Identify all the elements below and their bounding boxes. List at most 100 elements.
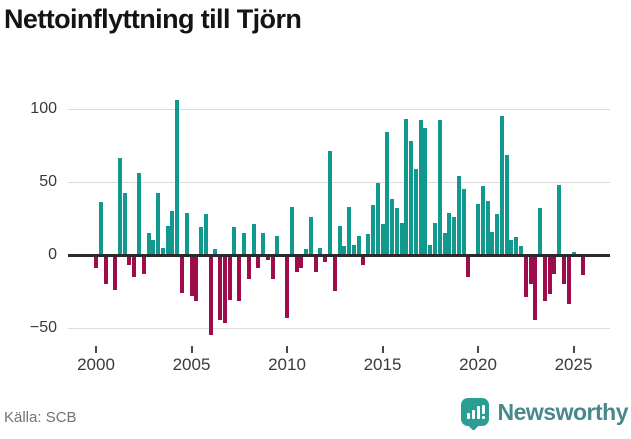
bar-2017-q4 <box>433 222 438 255</box>
bar-2007-q3 <box>237 256 242 302</box>
bar-2024-q1 <box>552 256 557 274</box>
bar-2022-q2 <box>518 246 523 255</box>
bar-2000-q3 <box>103 256 108 284</box>
bar-2015-q2 <box>385 131 390 255</box>
bar-2005-q2 <box>194 256 199 302</box>
bar-2019-q2 <box>461 189 466 255</box>
x-axis-tick-2010 <box>286 346 288 353</box>
bar-2002-q2 <box>136 172 141 255</box>
bar-2005-q4 <box>203 213 208 255</box>
bar-2001-q4 <box>127 256 132 265</box>
bar-2001-q2 <box>117 158 122 255</box>
badge-tail <box>466 418 480 431</box>
bar-2014-q3 <box>370 205 375 255</box>
bar-2011-q1 <box>304 249 309 255</box>
bar-2007-q2 <box>232 227 237 255</box>
bar-2024-q3 <box>561 256 566 284</box>
bar-2002-q3 <box>141 256 146 274</box>
bar-2016-q2 <box>404 118 409 255</box>
bar-2020-q3 <box>485 200 490 255</box>
y-axis-label-50: 50 <box>39 172 57 190</box>
bar-2014-q4 <box>375 183 380 255</box>
bar-2011-q3 <box>313 256 318 273</box>
bar-2013-q3 <box>351 244 356 255</box>
bar-2015-q3 <box>390 199 395 255</box>
bar-2017-q1 <box>418 120 423 255</box>
bar-2020-q2 <box>480 186 485 255</box>
bar-2000-q2 <box>98 202 103 255</box>
bar-2014-q2 <box>366 234 371 255</box>
bar-2018-q2 <box>442 233 447 255</box>
bar-2020-q4 <box>490 231 495 255</box>
bar-2020-q1 <box>476 203 480 255</box>
bar-2001-q3 <box>122 193 127 255</box>
newsworthy-logo: Newsworthy <box>460 398 629 431</box>
bar-2016-q1 <box>399 222 404 255</box>
x-axis-tick-2000 <box>95 346 97 353</box>
bar-2008-q2 <box>251 224 256 255</box>
bar-2010-q4 <box>299 256 304 268</box>
bar-2003-q4 <box>165 225 170 255</box>
bar-2023-q4 <box>547 256 552 295</box>
bar-2004-q3 <box>179 256 184 293</box>
bar-2007-q4 <box>242 233 247 255</box>
bar-2005-q1 <box>189 256 194 296</box>
bar-2012-q2 <box>327 150 332 255</box>
newsworthy-wordmark: Newsworthy <box>497 398 629 425</box>
bar-2009-q3 <box>275 235 280 255</box>
bar-2008-q3 <box>256 256 261 268</box>
bar-2021-q3 <box>504 155 509 255</box>
bar-2022-q3 <box>523 256 528 298</box>
bar-2023-q1 <box>533 256 538 321</box>
bar-2011-q2 <box>308 216 313 255</box>
bar-2008-q1 <box>246 256 251 280</box>
bar-2011-q4 <box>318 247 323 255</box>
bar-2016-q3 <box>409 140 414 255</box>
bar-2006-q3 <box>218 256 223 321</box>
bar-2022-q1 <box>514 237 519 255</box>
newsworthy-badge-icon <box>460 398 489 431</box>
bar-2000-q1 <box>94 256 98 268</box>
x-axis-label-2010: 2010 <box>268 355 306 374</box>
zero-axis-line <box>68 254 610 257</box>
bar-2017-q2 <box>423 127 428 255</box>
x-axis-tick-2025 <box>572 346 575 353</box>
bar-2009-q2 <box>270 256 275 280</box>
bar-2018-q1 <box>437 120 442 255</box>
bar-2002-q4 <box>146 233 151 255</box>
bar-2004-q1 <box>170 211 175 255</box>
bar-2010-q3 <box>294 256 299 273</box>
bar-2025-q1 <box>571 252 576 255</box>
bar-2019-q3 <box>466 256 471 277</box>
bar-2002-q1 <box>132 256 137 277</box>
bar-2013-q1 <box>342 246 347 255</box>
x-axis-tick-2005 <box>190 346 193 353</box>
x-axis-label-2020: 2020 <box>459 355 497 374</box>
bar-2008-q4 <box>261 233 266 255</box>
x-axis-tick-2015 <box>381 346 384 353</box>
x-axis-tick-2020 <box>477 346 479 353</box>
bar-2012-q1 <box>323 256 328 262</box>
bar-2004-q2 <box>175 99 180 255</box>
bar-2006-q1 <box>208 256 213 336</box>
y-axis-label-0: 0 <box>48 246 57 263</box>
chart-title: Nettoinflyttning till Tjörn <box>4 4 302 34</box>
x-axis-label-2025: 2025 <box>554 355 593 374</box>
bar-2019-q1 <box>456 175 461 255</box>
bar-2009-q1 <box>265 256 270 261</box>
bar-2024-q4 <box>566 256 571 305</box>
bar-2023-q3 <box>542 256 547 302</box>
y-axis-label--50: −50 <box>29 319 57 337</box>
bar-2003-q2 <box>156 193 161 255</box>
bar-2014-q1 <box>361 256 366 265</box>
x-axis-label-2005: 2005 <box>172 355 211 374</box>
bar-2022-q4 <box>528 256 533 284</box>
bar-2013-q2 <box>347 206 352 255</box>
mini-bar-chart-icon <box>466 405 485 419</box>
bar-2006-q2 <box>213 249 218 255</box>
bar-2003-q1 <box>151 240 156 255</box>
x-axis-label-2015: 2015 <box>363 355 402 374</box>
bar-2015-q1 <box>380 224 385 255</box>
bar-2025-q3 <box>581 256 586 276</box>
